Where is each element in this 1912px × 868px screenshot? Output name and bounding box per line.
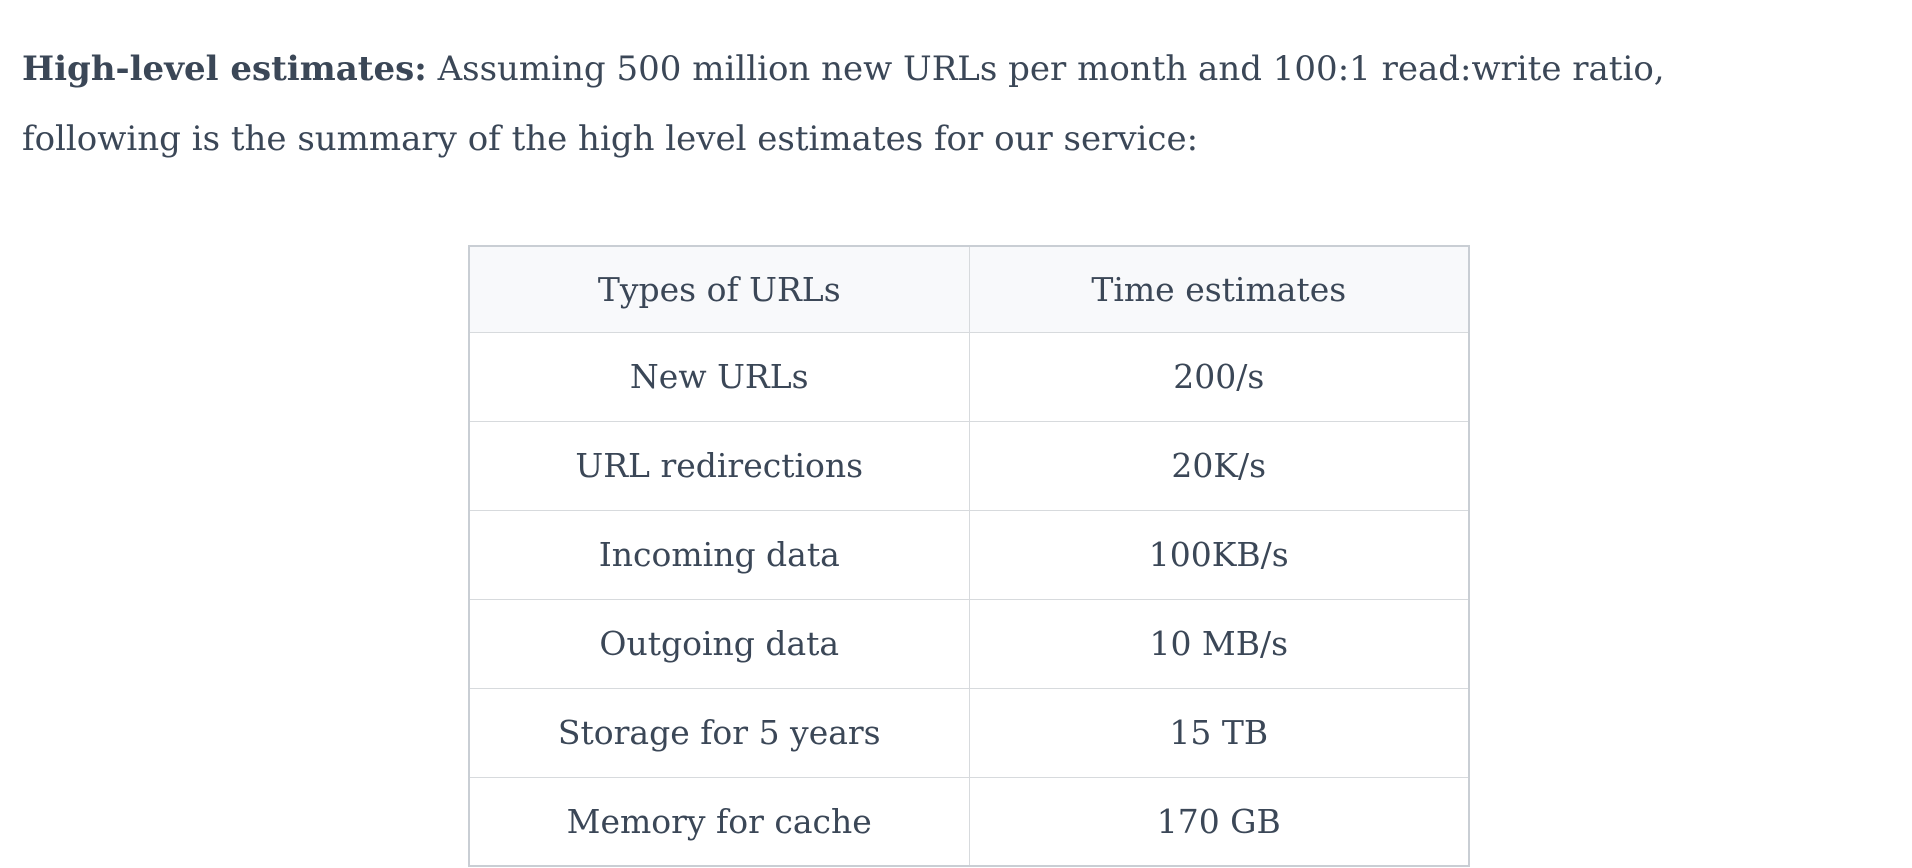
row-value-memory-for-cache: 170 GB — [968, 776, 1470, 867]
row-label-new-urls: New URLs — [468, 331, 970, 422]
header-row: Types of URLs Time estimates — [468, 245, 1470, 333]
row-label-storage-5-years: Storage for 5 years — [468, 687, 970, 778]
row-value-incoming-data: 100KB/s — [968, 509, 1470, 600]
estimates-table-body: New URLs 200/s URL redirections 20K/s In… — [468, 331, 1470, 867]
row-value-new-urls: 200/s — [968, 331, 1470, 422]
table-row: Storage for 5 years 15 TB — [468, 687, 1470, 778]
row-label-incoming-data: Incoming data — [468, 509, 970, 600]
header-cell-time-estimates: Time estimates — [968, 245, 1470, 333]
paragraph-line2-text: following is the summary of the high lev… — [22, 119, 1199, 159]
estimates-table-head: Types of URLs Time estimates — [468, 245, 1470, 333]
table-row: Outgoing data 10 MB/s — [468, 598, 1470, 689]
paragraph-line1-text: Assuming 500 million new URLs per month … — [426, 49, 1665, 89]
table-row: URL redirections 20K/s — [468, 420, 1470, 511]
row-label-memory-for-cache: Memory for cache — [468, 776, 970, 867]
row-value-storage-5-years: 15 TB — [968, 687, 1470, 778]
table-row: New URLs 200/s — [468, 331, 1470, 422]
paragraph-bold-lead: High-level estimates: — [22, 49, 427, 89]
row-label-outgoing-data: Outgoing data — [468, 598, 970, 689]
table-row: Incoming data 100KB/s — [468, 509, 1470, 600]
table-row: Memory for cache 170 GB — [468, 776, 1470, 867]
row-label-url-redirections: URL redirections — [468, 420, 970, 511]
estimates-table: Types of URLs Time estimates New URLs 20… — [468, 245, 1470, 867]
intro-paragraph: High-level estimates: Assuming 500 milli… — [22, 34, 1882, 174]
header-cell-types-of-urls: Types of URLs — [468, 245, 970, 333]
row-value-outgoing-data: 10 MB/s — [968, 598, 1470, 689]
row-value-url-redirections: 20K/s — [968, 420, 1470, 511]
